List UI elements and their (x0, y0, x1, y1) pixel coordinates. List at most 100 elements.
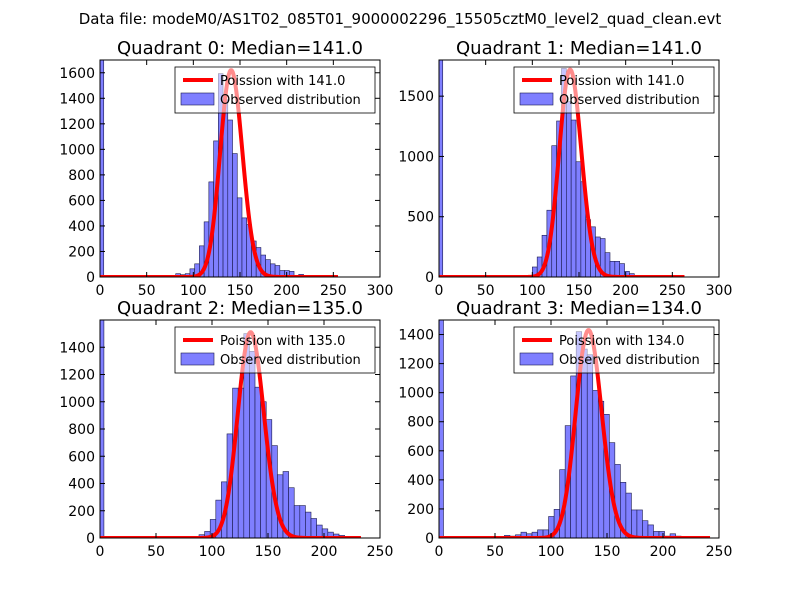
legend-box (513, 66, 715, 114)
y-tick-label: 0 (425, 270, 434, 286)
x-tick-label: 250 (367, 544, 394, 560)
subplot-title: Quadrant 2: Median=135.0 (117, 298, 363, 319)
histogram-bar (592, 390, 599, 538)
legend-label-poisson: Poission with 141.0 (220, 74, 345, 89)
histogram-bar (227, 119, 233, 277)
histogram-bar (293, 505, 301, 538)
x-tick-label: 100 (199, 544, 226, 560)
histogram-bar (614, 261, 620, 277)
x-tick-label: 250 (706, 544, 733, 560)
x-tick-label: 150 (227, 283, 254, 299)
subplot-quadrant-3: Poission with 134.0 Observed distribution… (398, 298, 732, 560)
legend: Poission with 141.0 Observed distribution (513, 66, 715, 114)
y-tick-label: 800 (68, 422, 95, 438)
poisson-curve (439, 67, 686, 277)
y-tick-label: 1000 (398, 149, 434, 165)
histogram-bar (619, 263, 625, 277)
legend-box (174, 326, 376, 374)
x-tick-label: 150 (255, 544, 282, 560)
y-tick-label: 600 (68, 449, 95, 465)
x-tick-label: 50 (138, 283, 156, 299)
y-tick-label: 1200 (59, 117, 95, 133)
x-tick-label: 200 (650, 544, 677, 560)
y-tick-label: 1400 (59, 91, 95, 107)
legend-bar-swatch (180, 352, 215, 366)
x-tick-label: 150 (566, 283, 593, 299)
y-tick-label: 0 (425, 531, 434, 547)
subplot-title: Quadrant 0: Median=141.0 (117, 38, 363, 59)
legend-label-poisson: Poission with 141.0 (559, 74, 684, 89)
y-tick-label: 600 (407, 444, 434, 460)
plot-area (439, 320, 711, 538)
subplot-title: Quadrant 3: Median=134.0 (456, 298, 702, 319)
poisson-curve (100, 330, 362, 538)
y-tick-label: 200 (407, 502, 434, 518)
y-tick-label: 400 (68, 477, 95, 493)
histogram-bar (236, 197, 243, 277)
x-tick-label: 0 (435, 283, 444, 299)
x-tick-label: 200 (612, 283, 639, 299)
x-tick-label: 0 (96, 544, 105, 560)
y-tick-label: 200 (68, 504, 95, 520)
histogram-bar-zero (439, 60, 444, 277)
y-tick-label: 400 (407, 473, 434, 489)
x-tick-label: 250 (659, 283, 686, 299)
y-tick-label: 200 (68, 244, 95, 260)
axes-frame (438, 319, 720, 539)
legend-label-poisson: Poission with 135.0 (220, 334, 345, 349)
x-tick-label: 100 (538, 544, 565, 560)
subplot-title: Quadrant 1: Median=141.0 (456, 38, 702, 59)
y-tick-label: 1000 (59, 395, 95, 411)
histogram-bar (241, 217, 248, 277)
poisson-curve (439, 328, 711, 538)
x-tick-label: 200 (273, 283, 300, 299)
y-tick-label: 1600 (59, 66, 95, 82)
y-tick-label: 0 (86, 270, 95, 286)
legend-label-poisson: Poission with 134.0 (559, 334, 684, 349)
histogram-bar (575, 161, 582, 277)
legend-label-observed: Observed distribution (220, 93, 361, 108)
y-tick-label: 800 (68, 168, 95, 184)
legend: Poission with 135.0 Observed distribution (174, 326, 376, 374)
legend-box (174, 66, 376, 114)
legend: Poission with 141.0 Observed distribution (174, 66, 376, 114)
histogram-bar (586, 354, 594, 538)
x-tick-label: 300 (367, 283, 394, 299)
histogram-bar (310, 518, 317, 538)
subplot-quadrant-2: Poission with 135.0 Observed distribution… (59, 298, 393, 560)
figure-suptitle: Data file: modeM0/AS1T02_085T01_90000022… (79, 10, 722, 29)
x-tick-label: 100 (180, 283, 207, 299)
histogram-bar (232, 153, 238, 277)
histogram-bar (581, 348, 588, 538)
y-tick-label: 1000 (59, 142, 95, 158)
y-tick-label: 1000 (398, 386, 434, 402)
legend: Poission with 134.0 Observed distribution (513, 326, 715, 374)
histogram-bar-zero (439, 320, 444, 538)
legend-bar-swatch (519, 92, 554, 106)
histogram-bar (625, 492, 632, 538)
subplot-quadrant-1: Poission with 141.0 Observed distribution… (398, 38, 732, 299)
y-tick-label: 500 (407, 210, 434, 226)
y-tick-label: 800 (407, 415, 434, 431)
x-tick-label: 250 (320, 283, 347, 299)
histogram-bar-zero (100, 60, 105, 277)
y-tick-label: 1500 (398, 89, 434, 105)
y-tick-label: 1400 (398, 328, 434, 344)
histogram-bar (631, 509, 638, 538)
y-tick-label: 0 (86, 531, 95, 547)
y-tick-label: 1200 (59, 368, 95, 384)
poisson-curve (100, 68, 340, 277)
histogram-bar (658, 531, 665, 538)
x-tick-label: 50 (477, 283, 495, 299)
x-tick-label: 300 (706, 283, 733, 299)
histogram-bar (288, 487, 295, 538)
x-tick-label: 150 (594, 544, 621, 560)
legend-box (513, 326, 715, 374)
x-tick-label: 200 (311, 544, 338, 560)
legend-bar-swatch (180, 92, 215, 106)
subplot-quadrant-0: Poission with 141.0 Observed distribution… (59, 38, 393, 299)
plot-area (439, 60, 686, 277)
y-tick-label: 1200 (398, 357, 434, 373)
legend-label-observed: Observed distribution (559, 93, 700, 108)
legend-bar-swatch (519, 352, 554, 366)
